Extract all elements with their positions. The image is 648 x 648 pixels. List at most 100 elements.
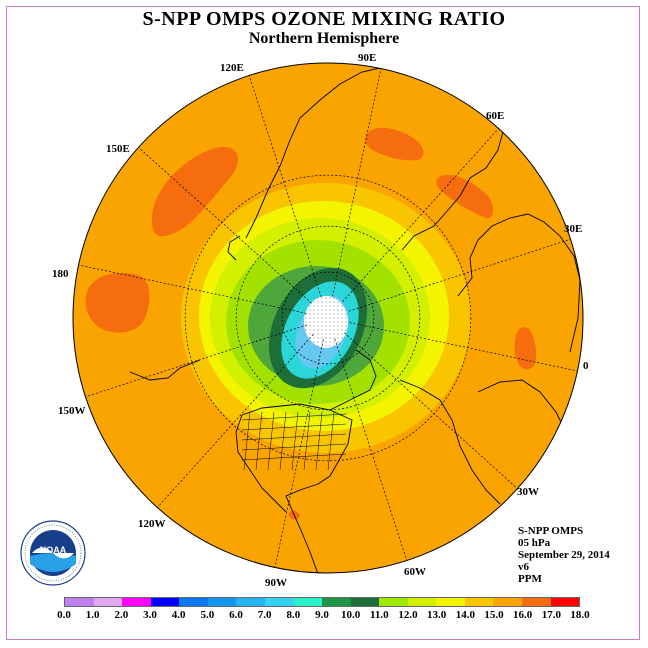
state-boundary-line xyxy=(243,411,251,471)
colorbar-tick-label: 6.0 xyxy=(229,609,243,621)
meridian-line xyxy=(85,324,308,398)
pressure-level: 05 hPa xyxy=(518,537,551,549)
meridian-line xyxy=(342,128,499,302)
dark-orange-patch xyxy=(436,174,494,219)
colorbar-tick-label: 11.0 xyxy=(370,609,389,621)
meridian-line xyxy=(248,75,322,298)
state-boundary-line xyxy=(327,411,335,471)
middle-east-coastline xyxy=(401,127,505,251)
colorbar-tick-label: 18.0 xyxy=(570,609,590,621)
colorbar-tick-label: 16.0 xyxy=(513,609,533,621)
colorbar-swatch xyxy=(207,598,237,606)
north-america-west-coastline xyxy=(235,414,287,513)
lon-label-0: 0 xyxy=(583,360,589,372)
lon-label-60e: 60E xyxy=(486,110,505,122)
colorbar-tick-label: 14.0 xyxy=(455,609,475,621)
colorbar-swatch xyxy=(179,598,208,606)
state-boundary-line xyxy=(315,411,323,471)
colorbar-tick-label: 0.0 xyxy=(57,609,71,621)
meridian-line xyxy=(349,322,578,372)
colorbar-swatch xyxy=(493,598,522,606)
dark-orange-patch xyxy=(151,146,238,237)
state-boundary-line xyxy=(241,433,347,441)
colorbar-swatch xyxy=(350,598,380,606)
colorbar-tick-label: 8.0 xyxy=(286,609,301,621)
state-boundary-line xyxy=(303,411,311,471)
latitude-circle xyxy=(281,271,375,365)
colorbar-tick-label: 4.0 xyxy=(171,609,186,621)
polar-stipple xyxy=(305,297,347,347)
lon-label-120e: 120E xyxy=(220,62,244,74)
product-version: v6 xyxy=(518,561,529,573)
noaa-logo-text: NOAA xyxy=(40,545,67,555)
colorbar-swatch xyxy=(407,598,437,606)
colorbar-swatch xyxy=(150,598,180,606)
colorbar-swatch xyxy=(122,598,151,606)
colorbar-swatch xyxy=(236,598,265,606)
colorbar-ticks: 0.0 1.0 2.0 3.0 4.0 5.0 6.0 7.0 8.0 9.0 10.0 11.0 12… xyxy=(0,609,648,623)
state-boundary-line xyxy=(279,411,287,471)
colorbar-tick-label: 17.0 xyxy=(541,609,561,621)
meridian-line xyxy=(334,338,408,561)
lon-label-30e: 30E xyxy=(564,223,583,235)
colorbar-swatch xyxy=(264,598,294,606)
canada-coastline xyxy=(329,349,377,411)
dark-orange-patch xyxy=(85,272,150,333)
colorbar-swatch xyxy=(322,598,351,606)
lon-label-60w: 60W xyxy=(404,566,426,578)
coastlines xyxy=(129,67,581,573)
colorbar-tick-label: 2.0 xyxy=(114,609,129,621)
figure-frame xyxy=(6,6,640,640)
colorbar-swatch xyxy=(93,598,123,606)
colorbar-swatch xyxy=(293,598,323,606)
state-boundary-line xyxy=(291,411,299,471)
colorbar-swatch xyxy=(379,598,408,606)
lon-label-90w: 90W xyxy=(265,577,287,589)
state-boundary-line xyxy=(241,423,347,431)
state-boundary-line xyxy=(241,413,347,421)
colorbar-tick-label: 13.0 xyxy=(427,609,447,621)
observation-date: September 29, 2014 xyxy=(518,549,610,561)
meridian-line xyxy=(348,238,571,312)
meridian-line xyxy=(274,339,324,568)
state-boundary-line xyxy=(241,453,347,461)
lon-label-30w: 30W xyxy=(517,486,539,498)
lon-label-120w: 120W xyxy=(138,518,166,530)
colorbar-tick-label: 1.0 xyxy=(85,609,100,621)
state-boundary-line xyxy=(267,411,275,471)
lon-label-180: 180 xyxy=(52,268,69,280)
asia-coastline xyxy=(245,67,381,239)
us-state-boundaries xyxy=(241,411,347,471)
colorbar xyxy=(64,597,580,607)
alaska-coastline xyxy=(129,359,201,381)
meridian-line xyxy=(138,147,312,304)
dark-orange-patch xyxy=(514,327,537,370)
ozone-field xyxy=(73,63,583,573)
colorbar-tick-label: 7.0 xyxy=(257,609,272,621)
meridian-line xyxy=(78,264,307,314)
kamchatka-coastline xyxy=(227,235,241,261)
colorbar-tick-label: 10.0 xyxy=(341,609,361,621)
colorbar-tick-label: 5.0 xyxy=(200,609,215,621)
state-boundary-line xyxy=(241,443,347,451)
meridian-line xyxy=(344,332,518,489)
colorbar-swatch xyxy=(436,598,465,606)
page-subtitle: Northern Hemisphere xyxy=(248,30,400,47)
latitude-circle xyxy=(184,174,472,462)
colorbar-tick-label: 15.0 xyxy=(484,609,504,621)
colorbar-tick-label: 9.0 xyxy=(315,609,329,621)
instrument-name: S-NPP OMPS xyxy=(518,525,584,537)
greenland-coastline xyxy=(399,379,501,505)
north-america-coastline xyxy=(241,403,353,573)
lon-label-150e: 150E xyxy=(106,143,130,155)
latitude-circle xyxy=(235,225,421,411)
lon-label-90e: 90E xyxy=(358,52,377,64)
colorbar-swatch xyxy=(522,598,551,606)
product-info: S-NPP OMPS 05 hPa September 29, 2014 v6 … xyxy=(518,525,610,585)
colorbar-swatch xyxy=(464,598,494,606)
lon-label-150w: 150W xyxy=(58,405,86,417)
units-label: PPM xyxy=(518,573,542,585)
colorbar-swatch xyxy=(550,598,580,606)
colorbar-tick-label: 3.0 xyxy=(143,609,157,621)
